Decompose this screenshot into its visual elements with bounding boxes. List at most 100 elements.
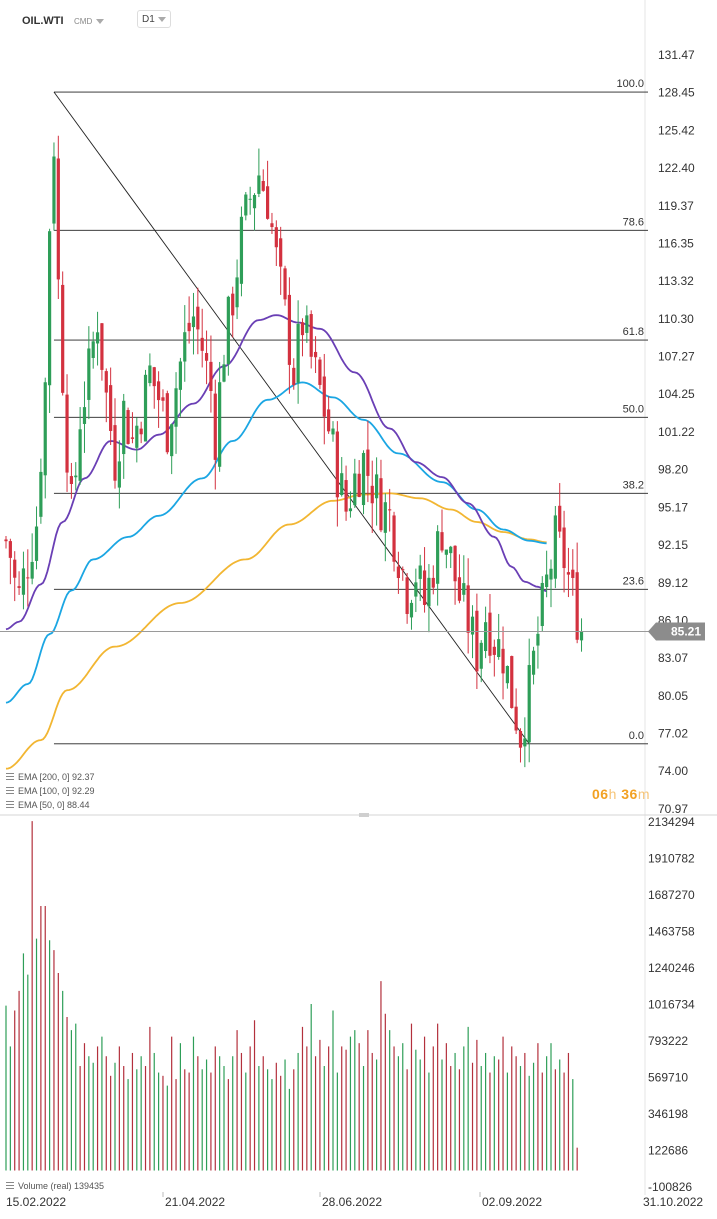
fib-level-label: 38.2 <box>623 479 644 491</box>
candle-body <box>253 195 256 208</box>
price-tick-label: 98.20 <box>658 463 688 477</box>
price-tick-label: 116.35 <box>658 236 694 250</box>
indicator-ema50[interactable]: EMA [50, 0] 88.44 <box>6 799 90 811</box>
candle-body <box>558 506 561 532</box>
candle-body <box>249 199 252 200</box>
candle-body <box>35 527 38 561</box>
candle-body <box>57 158 60 279</box>
ema200-line[interactable] <box>6 493 547 768</box>
candle-body <box>480 643 483 669</box>
candle-body <box>427 578 430 606</box>
settings-lines-icon[interactable] <box>6 773 14 781</box>
ema50-line[interactable] <box>6 315 547 629</box>
candle-body <box>562 528 565 569</box>
indicator-label: EMA [200, 0] 92.37 <box>18 772 95 782</box>
candle-body <box>270 223 273 227</box>
candle-body <box>414 582 417 596</box>
volume-tick-label: 122686 <box>648 1144 688 1158</box>
candle-body <box>384 502 387 533</box>
settings-lines-icon[interactable] <box>6 787 14 795</box>
candle-body <box>113 425 116 481</box>
indicator-label: EMA [100, 0] 92.29 <box>18 786 95 796</box>
candle-body <box>192 316 195 327</box>
pane-resize-handle[interactable] <box>359 813 369 817</box>
candle-body <box>31 562 34 579</box>
candle-body <box>126 410 129 444</box>
indicator-ema200[interactable]: EMA [200, 0] 92.37 <box>6 771 95 783</box>
candle-body <box>362 453 365 505</box>
candle-body <box>17 586 20 588</box>
countdown-hours: 06 <box>592 786 609 802</box>
chevron-down-icon <box>96 19 104 24</box>
price-tick-label: 104.25 <box>658 387 695 401</box>
candle-body <box>349 508 352 511</box>
candle-body <box>48 231 51 385</box>
candle-body <box>305 315 308 333</box>
candle-body <box>83 407 86 424</box>
candle-body <box>262 181 265 191</box>
candle-body <box>188 323 191 331</box>
volume-tick-label: 1910782 <box>648 852 695 866</box>
candle-body <box>336 431 339 497</box>
settings-lines-icon[interactable] <box>6 801 14 809</box>
candle-body <box>310 314 313 357</box>
settings-lines-icon[interactable] <box>6 1182 14 1190</box>
volume-axis: 2134294 1910782 1687270 1463758 1240246 10167… <box>648 815 695 1194</box>
candle-body <box>301 322 304 335</box>
candle-body <box>39 472 42 517</box>
candle-body <box>545 575 548 588</box>
candle-body <box>122 401 125 454</box>
indicator-volume[interactable]: Volume (real) 139435 <box>6 1180 104 1192</box>
price-tick-label: 77.02 <box>658 727 688 741</box>
candle-body <box>153 367 156 386</box>
candle-body <box>576 572 579 640</box>
market-dropdown[interactable]: CMD <box>74 10 104 32</box>
ema100-line[interactable] <box>6 382 547 702</box>
ema-series <box>6 315 547 769</box>
candle-body <box>174 388 177 426</box>
volume-tick-label: 346198 <box>648 1107 688 1121</box>
fib-level-label: 50.0 <box>623 403 644 415</box>
candle-body <box>353 474 356 506</box>
candle-body <box>515 707 518 731</box>
candle-body <box>371 486 374 503</box>
candle-body <box>214 394 217 460</box>
candle-body <box>266 186 269 219</box>
fib-level-label: 78.6 <box>623 216 644 228</box>
countdown-minutes-unit: m <box>638 786 650 802</box>
candle-body <box>201 338 204 351</box>
volume-tick-label: 793222 <box>648 1034 688 1048</box>
instrument-symbol[interactable]: OIL.WTI <box>22 10 64 32</box>
indicator-ema100[interactable]: EMA [100, 0] 92.29 <box>6 785 95 797</box>
candle-body <box>401 569 404 570</box>
candle-body <box>440 532 443 550</box>
candle-body <box>292 368 295 385</box>
candle-body <box>318 360 321 385</box>
candle-body <box>9 541 12 558</box>
candle-body <box>161 397 164 400</box>
timeframe-select[interactable]: D1 <box>137 10 171 28</box>
price-tick-label: 107.27 <box>658 350 695 364</box>
candle-body <box>44 382 47 475</box>
candle-body <box>205 353 208 361</box>
candle-body <box>397 567 400 578</box>
last-price-marker: 85.21 <box>0 623 705 641</box>
volume-tick-label: 2134294 <box>648 815 695 829</box>
price-tick-label: 101.22 <box>658 425 695 439</box>
candle-body <box>554 515 557 578</box>
candle-body <box>79 429 82 481</box>
candle-body <box>92 341 95 358</box>
fib-level-label: 61.8 <box>623 326 644 338</box>
volume-series <box>6 821 577 1170</box>
candle-body <box>445 550 448 555</box>
candle-body <box>65 395 68 473</box>
candle-body <box>327 409 330 431</box>
candle-body <box>541 583 544 626</box>
candle-countdown: 06h 36m <box>592 786 650 802</box>
candle-body <box>297 324 300 383</box>
candle-body <box>275 227 278 247</box>
candle-body <box>235 277 238 307</box>
candle-body <box>536 634 539 646</box>
candle-body <box>344 480 347 512</box>
candle-body <box>105 371 108 392</box>
